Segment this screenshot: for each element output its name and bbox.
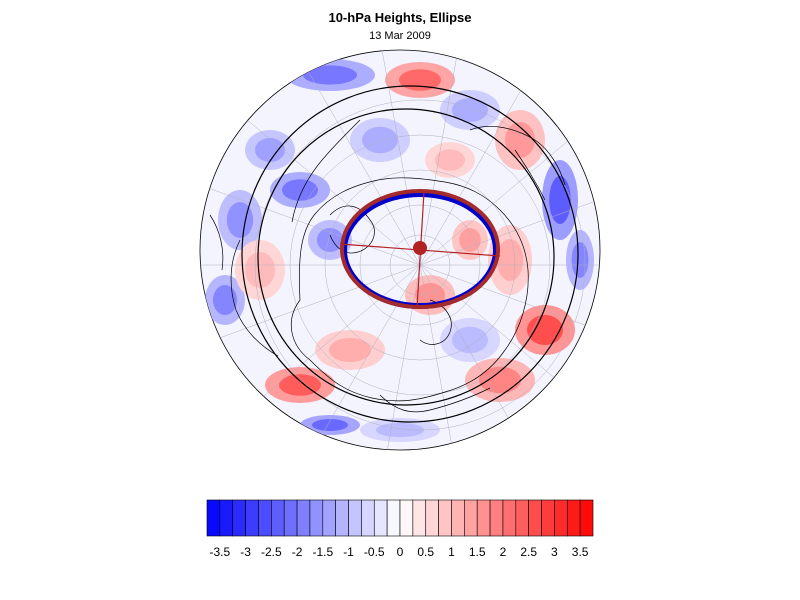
colorbar-tick-labels: -3.5 -3 -2.5 -2 -1.5 -1 -0.5 0 0.5 1 1.5 2 2.5 3 3.5 [210, 545, 589, 559]
colorbar-box [412, 499, 427, 537]
anomaly-patch [362, 126, 398, 154]
colorbar-tick-label: 2 [500, 545, 507, 559]
colorbar-box [245, 499, 259, 537]
colorbar-box [489, 499, 504, 537]
colorbar-box [219, 499, 234, 537]
colorbar-box [309, 499, 324, 537]
anomaly-patch [303, 65, 357, 85]
coastlines [209, 119, 566, 413]
colorbar-box [322, 499, 336, 537]
polar-map [199, 49, 601, 451]
anomaly-patch [415, 283, 445, 307]
colorbar-box [386, 499, 401, 537]
anomaly-patch [479, 366, 521, 394]
anomaly-patch [282, 179, 318, 201]
anomaly-patch [505, 122, 535, 158]
colorbar-box [271, 499, 285, 537]
colorbar-box [335, 499, 349, 537]
colorbar-box [399, 499, 414, 537]
colorbar-tick-label: 0.5 [417, 545, 434, 559]
colorbar-box [361, 499, 375, 537]
map-date: 13 Mar 2009 [369, 30, 431, 42]
colorbar-box [348, 499, 362, 537]
anomaly-patch [255, 138, 285, 162]
anomaly-patch [329, 338, 371, 362]
meridian-line [200, 175, 421, 266]
colorbar-tick-label: 3 [551, 545, 558, 559]
colorbar-tick-label: -3.5 [210, 545, 231, 559]
colorbar-tick-label: 1 [448, 545, 455, 559]
anomaly-patch [452, 98, 488, 122]
vortex-ellipse [339, 189, 501, 309]
colorbar-box [554, 499, 568, 537]
anomaly-patch [376, 422, 424, 438]
colorbar-box [579, 499, 594, 537]
meridian-line [419, 264, 600, 355]
anomaly-patch [459, 228, 481, 252]
colorbar-box [206, 499, 221, 537]
colorbar-box [258, 499, 272, 537]
colorbar-box [296, 499, 311, 537]
meridian-line [289, 50, 421, 266]
anomaly-patch [279, 374, 321, 396]
colorbar-box [515, 499, 529, 537]
colorbar-tick-label: -2.5 [261, 545, 282, 559]
colorbar-tick-label: -1 [343, 545, 354, 559]
colorbar-box [373, 499, 388, 537]
colorbar-box [438, 499, 452, 537]
colorbar-tick-label: -0.5 [364, 545, 385, 559]
colorbar-box [451, 499, 465, 537]
map-title: 10-hPa Heights, Ellipse [328, 10, 472, 25]
colorbar-box [425, 499, 439, 537]
anomaly-patch [312, 419, 348, 431]
colorbar-box [476, 499, 491, 537]
meridian-line [419, 175, 600, 266]
anomaly-patch [245, 252, 275, 288]
colorbar-box [502, 499, 517, 537]
anomaly-patch [496, 239, 524, 281]
colorbar-box [541, 499, 555, 537]
colorbar-box [566, 499, 581, 537]
colorbar-tick-label: -3 [240, 545, 251, 559]
anomaly-patch [452, 326, 488, 354]
anomaly-patch [527, 315, 563, 345]
colorbar-tick-label: 2.5 [520, 545, 537, 559]
vortex-contours [241, 85, 579, 423]
colorbar-tick-label: 1.5 [469, 545, 486, 559]
colorbar-tick-label: 3.5 [572, 545, 589, 559]
colorbar-tick-label: -1.5 [312, 545, 333, 559]
meridian-line [220, 97, 421, 266]
colorbar-box [232, 499, 246, 537]
ellipse-outline [340, 189, 500, 309]
anomaly-patch [226, 202, 254, 238]
meridian-line [374, 50, 421, 266]
anomaly-patch [435, 149, 465, 171]
colorbar-box [464, 499, 478, 537]
colorbar-tick-label: 0 [397, 545, 404, 559]
colorbar-boxes [206, 499, 594, 537]
colorbar-box [283, 499, 298, 537]
colorbar-box [528, 499, 542, 537]
colorbar-tick-label: -2 [292, 545, 303, 559]
ellipse-center-marker [413, 241, 427, 255]
anomaly-patch [399, 69, 441, 91]
anomaly-patch [213, 285, 237, 315]
